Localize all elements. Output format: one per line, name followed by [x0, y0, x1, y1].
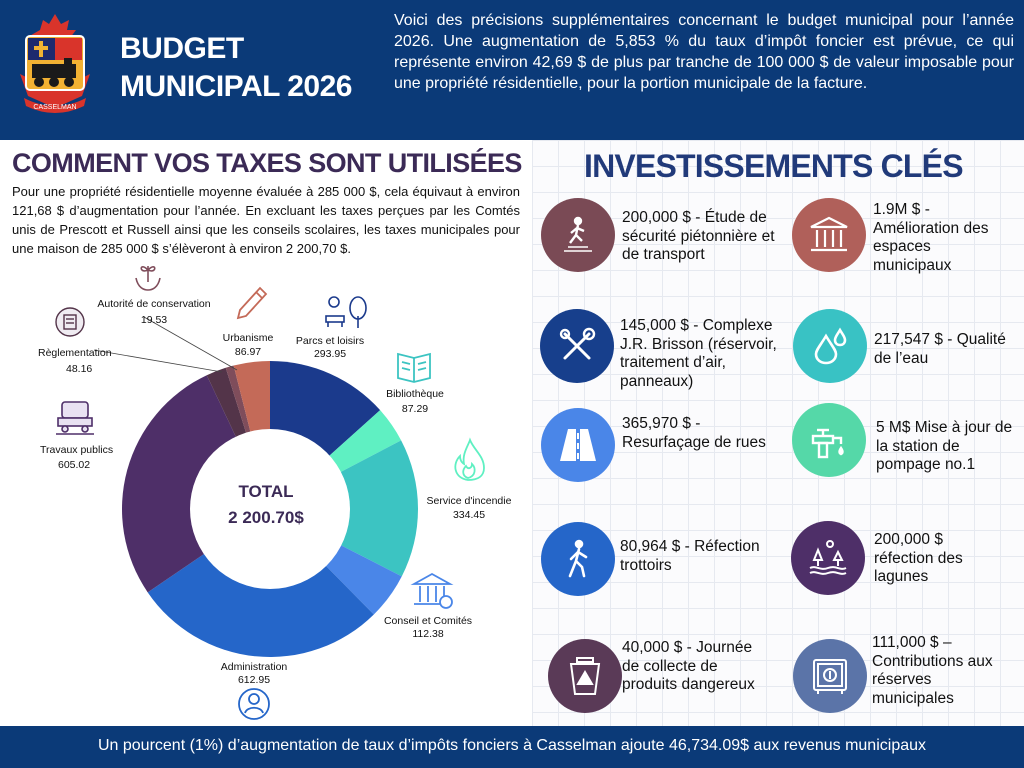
header-banner: CASSELMAN BUDGET MUNICIPAL 2026 Voici de…	[0, 0, 1024, 140]
label-parcs-loisirs: Parcs et loisirs	[296, 335, 364, 347]
label-service-incendie: Service d'incendie	[427, 495, 512, 507]
label-urbanisme: Urbanisme	[223, 332, 274, 344]
park-icon	[325, 296, 367, 328]
investments-section-title: INVESTISSEMENTS CLÉS	[584, 148, 964, 184]
value-conseil-comites: 112.38	[412, 628, 443, 640]
title-line-2: MUNICIPAL 2026	[120, 70, 352, 103]
page-title: BUDGET MUNICIPAL 2026	[120, 30, 380, 106]
investment-item-5: 5 M$ Mise à jour de la station de pompag…	[876, 419, 1013, 473]
casselman-crest-icon: CASSELMAN	[20, 14, 90, 113]
taxes-section-title: COMMENT VOS TAXES SONT UTILISÉES	[12, 148, 522, 178]
value-administration: 612.95	[238, 674, 270, 686]
investment-item-3: 217,547 $ - Qualité de l’eau	[874, 331, 1006, 367]
book-icon	[397, 352, 431, 383]
person-gear-icon	[238, 688, 270, 720]
footer-banner: Un pourcent (1%) d’augmentation de taux …	[0, 726, 1024, 768]
crosswalk-icon	[541, 198, 615, 272]
title-line-1: BUDGET	[120, 32, 244, 65]
town-hall-icon	[792, 198, 866, 272]
building-icon	[410, 572, 454, 609]
label-autorite-conservation: Autorité de conservation	[97, 298, 210, 310]
footer-text: Un pourcent (1%) d’augmentation de taux …	[97, 737, 927, 754]
label-reglementation: Règlementation	[38, 347, 112, 359]
investment-item-7: 200,000 $ réfection des lagunes	[874, 531, 963, 585]
value-reglementation: 48.16	[66, 363, 92, 375]
label-administration: Administration	[221, 661, 288, 673]
tools-icon	[540, 309, 614, 383]
intro-text: Voici des précisions supplémentaires con…	[394, 12, 1014, 92]
road-icon	[541, 408, 615, 482]
investment-item-9: 111,000 $ – Contributions aux réserves m…	[872, 634, 993, 707]
hands-plant-icon	[135, 266, 161, 291]
label-bibliotheque: Bibliothèque	[386, 388, 444, 400]
donut-center-label: TOTAL	[238, 482, 293, 501]
label-conseil-comites: Conseil et Comités	[384, 615, 472, 627]
tax-donut-chart: TOTAL 2 200.70$ Parcs et loisirs 293.95 …	[38, 266, 512, 720]
walking-icon	[541, 522, 615, 596]
value-service-incendie: 334.45	[453, 509, 485, 521]
label-travaux-publics: Travaux publics	[40, 444, 113, 456]
investment-item-1: 1.9M $ - Amélioration des espaces munici…	[873, 201, 989, 274]
water-drops-icon	[793, 309, 867, 383]
lagoon-icon	[791, 521, 865, 595]
value-autorite-conservation: 19.53	[141, 314, 167, 326]
hazard-bin-icon	[548, 639, 622, 713]
donut-center-value: 2 200.70$	[228, 508, 304, 527]
value-bibliotheque: 87.29	[402, 403, 428, 415]
document-icon	[55, 307, 85, 337]
pencil-icon	[236, 286, 268, 320]
value-travaux-publics: 605.02	[58, 459, 90, 471]
faucet-icon	[792, 403, 866, 477]
investment-item-4: 365,970 $ - Resurfaçage de rues	[622, 415, 766, 451]
value-urbanisme: 86.97	[235, 346, 261, 358]
value-parcs-loisirs: 293.95	[314, 348, 346, 360]
safe-icon	[793, 639, 867, 713]
investment-item-0: 200,000 $ - Étude de sécurité piétonnièr…	[622, 209, 775, 263]
flame-icon	[454, 437, 485, 481]
investment-item-2: 145,000 $ - Complexe J.R. Brisson (réser…	[620, 317, 777, 390]
taxes-description: Pour une propriété résidentielle moyenne…	[12, 184, 520, 256]
truck-icon	[56, 401, 94, 435]
svg-text:CASSELMAN: CASSELMAN	[33, 104, 76, 111]
investment-item-8: 40,000 $ - Journée de collecte de produi…	[622, 639, 755, 693]
investment-item-6: 80,964 $ - Réfection trottoirs	[620, 538, 760, 574]
